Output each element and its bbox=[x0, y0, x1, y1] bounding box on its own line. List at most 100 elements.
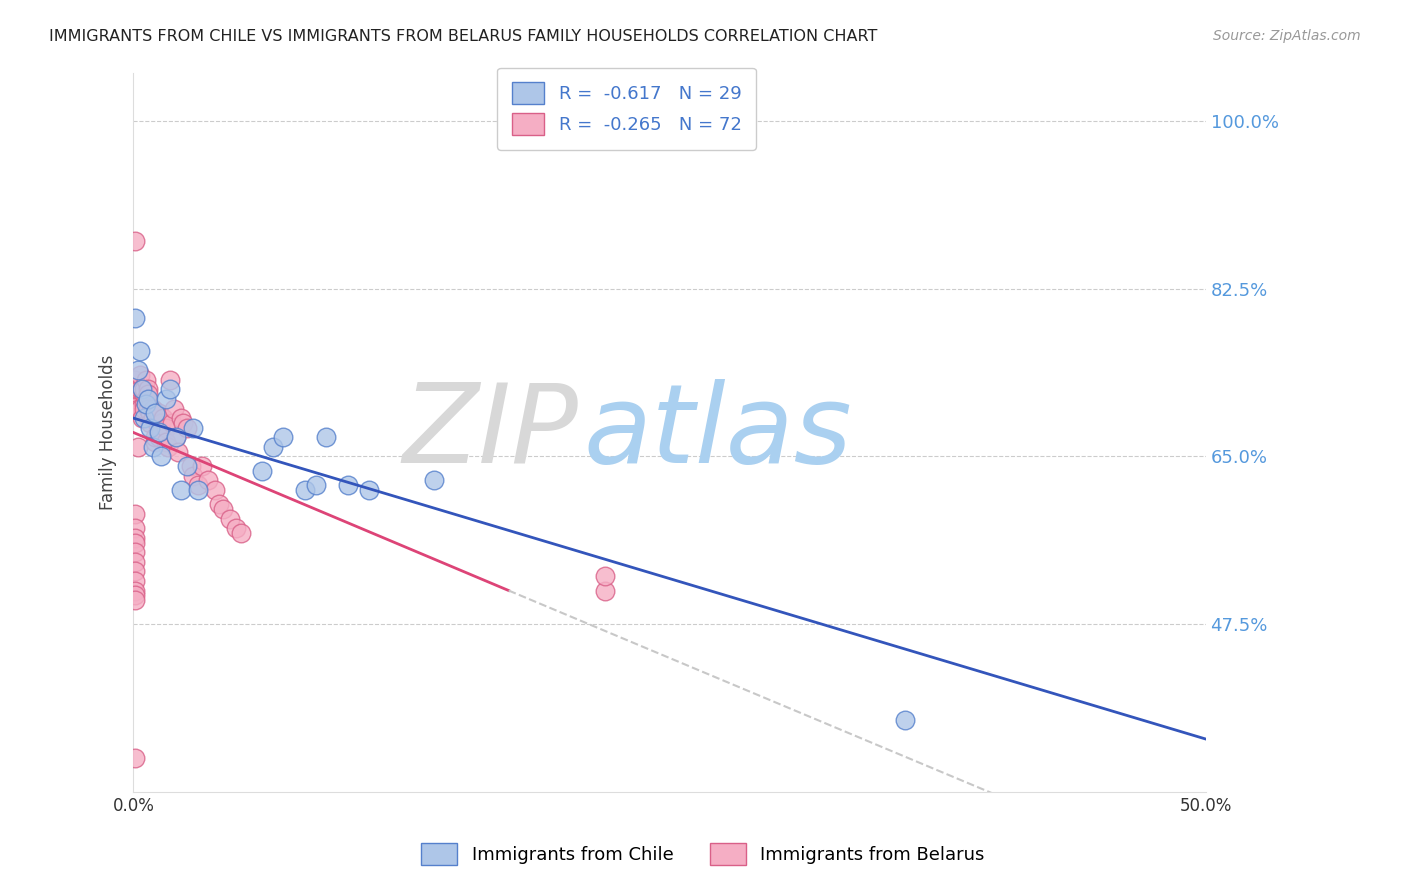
Point bbox=[139, 420, 162, 434]
Text: Source: ZipAtlas.com: Source: ZipAtlas.com bbox=[1213, 29, 1361, 43]
Point bbox=[124, 373, 146, 387]
Point bbox=[132, 397, 155, 411]
Point bbox=[146, 416, 169, 430]
Point bbox=[135, 397, 157, 411]
Point bbox=[204, 483, 226, 497]
Point bbox=[128, 401, 150, 416]
Point bbox=[422, 474, 444, 488]
Point bbox=[127, 440, 149, 454]
Point bbox=[127, 363, 149, 377]
Text: IMMIGRANTS FROM CHILE VS IMMIGRANTS FROM BELARUS FAMILY HOUSEHOLDS CORRELATION C: IMMIGRANTS FROM CHILE VS IMMIGRANTS FROM… bbox=[49, 29, 877, 44]
Point bbox=[128, 368, 150, 382]
Point bbox=[135, 373, 157, 387]
Point bbox=[273, 430, 295, 444]
Point bbox=[150, 450, 173, 464]
Point bbox=[138, 401, 160, 416]
Point bbox=[593, 583, 616, 598]
Point bbox=[156, 440, 179, 454]
Point bbox=[128, 382, 150, 396]
Point bbox=[142, 411, 165, 425]
Point bbox=[132, 382, 155, 396]
Point bbox=[167, 444, 190, 458]
Point bbox=[138, 387, 160, 401]
Point bbox=[124, 387, 146, 401]
Point bbox=[197, 474, 219, 488]
Point bbox=[183, 420, 205, 434]
Point bbox=[124, 588, 146, 602]
Point bbox=[139, 416, 162, 430]
Point bbox=[142, 401, 165, 416]
Point bbox=[132, 401, 155, 416]
Point bbox=[262, 440, 284, 454]
Point bbox=[146, 406, 169, 420]
Point bbox=[229, 526, 252, 541]
Point bbox=[128, 344, 150, 359]
Y-axis label: Family Households: Family Households bbox=[100, 355, 117, 510]
Point bbox=[183, 468, 205, 483]
Point bbox=[139, 406, 162, 420]
Point bbox=[315, 430, 337, 444]
Text: atlas: atlas bbox=[583, 379, 852, 486]
Point bbox=[124, 545, 146, 559]
Point bbox=[359, 483, 381, 497]
Point bbox=[127, 382, 149, 396]
Point bbox=[169, 483, 191, 497]
Point bbox=[159, 382, 181, 396]
Point bbox=[143, 406, 166, 420]
Point bbox=[150, 416, 173, 430]
Point bbox=[148, 406, 170, 420]
Point bbox=[250, 464, 273, 478]
Text: ZIP: ZIP bbox=[402, 379, 578, 486]
Point bbox=[593, 569, 616, 583]
Point bbox=[132, 387, 155, 401]
Point bbox=[124, 521, 146, 535]
Point bbox=[191, 458, 214, 473]
Point bbox=[304, 478, 326, 492]
Point bbox=[150, 425, 173, 440]
Point bbox=[155, 420, 177, 434]
Point bbox=[124, 310, 146, 325]
Point bbox=[187, 478, 209, 492]
Point bbox=[894, 713, 917, 727]
Point bbox=[294, 483, 316, 497]
Point bbox=[124, 507, 146, 521]
Point bbox=[124, 401, 146, 416]
Point bbox=[124, 565, 146, 579]
Point bbox=[148, 430, 170, 444]
Point bbox=[180, 458, 202, 473]
Point bbox=[165, 430, 187, 444]
Point bbox=[152, 411, 174, 425]
Point bbox=[143, 435, 166, 450]
Point bbox=[124, 583, 146, 598]
Point bbox=[124, 535, 146, 549]
Point bbox=[208, 497, 231, 511]
Point bbox=[143, 430, 166, 444]
Point bbox=[169, 411, 191, 425]
Point bbox=[176, 420, 198, 434]
Point bbox=[155, 435, 177, 450]
Point bbox=[212, 502, 235, 516]
Point bbox=[124, 531, 146, 545]
Point bbox=[124, 555, 146, 569]
Point bbox=[148, 425, 170, 440]
Point bbox=[225, 521, 247, 535]
Point bbox=[176, 458, 198, 473]
Point bbox=[155, 392, 177, 406]
Point bbox=[124, 382, 146, 396]
Point bbox=[131, 382, 153, 396]
Point bbox=[336, 478, 359, 492]
Point bbox=[187, 483, 209, 497]
Point bbox=[131, 411, 153, 425]
Point bbox=[124, 234, 146, 248]
Point bbox=[142, 440, 165, 454]
Point bbox=[131, 382, 153, 396]
Point bbox=[138, 382, 160, 396]
Point bbox=[124, 574, 146, 588]
Point bbox=[132, 411, 155, 425]
Point bbox=[135, 392, 157, 406]
Point bbox=[124, 392, 146, 406]
Legend: R =  -0.617   N = 29, R =  -0.265   N = 72: R = -0.617 N = 29, R = -0.265 N = 72 bbox=[498, 68, 756, 150]
Point bbox=[165, 430, 187, 444]
Point bbox=[124, 593, 146, 607]
Point bbox=[160, 416, 183, 430]
